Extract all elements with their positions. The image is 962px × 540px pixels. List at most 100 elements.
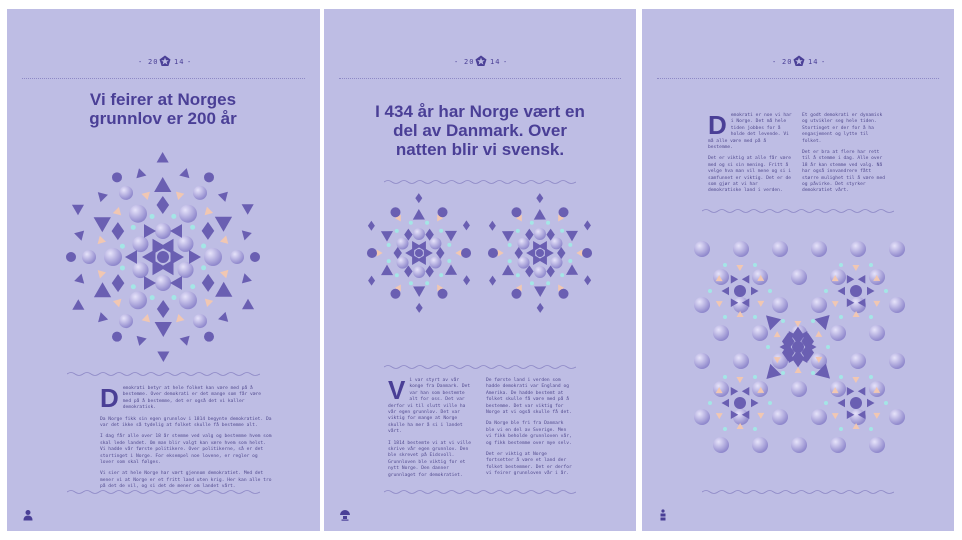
triangle-shape — [730, 410, 739, 419]
dot-shape — [529, 281, 534, 286]
sphere-shape — [132, 262, 149, 279]
drop-cap: V — [388, 375, 406, 405]
triangle-shape — [736, 377, 744, 383]
triangle-shape — [125, 250, 137, 264]
triangle-shape — [751, 398, 759, 408]
dot-shape — [515, 228, 520, 233]
triangle-shape — [381, 264, 394, 276]
triangle-shape — [533, 254, 543, 265]
triangle-shape — [741, 298, 750, 307]
sphere-shape — [694, 241, 710, 257]
sphere-shape — [830, 325, 846, 341]
triangle-shape — [837, 286, 845, 296]
dot-shape — [507, 242, 512, 247]
triangle-shape — [413, 286, 426, 297]
triangle-shape — [757, 274, 765, 281]
diamond-shape — [425, 265, 434, 278]
paragraph: Det er viktig at Norge fortsetter å være… — [486, 452, 572, 477]
dot-shape — [425, 220, 430, 225]
dot-shape — [869, 263, 873, 268]
dot-shape — [723, 375, 727, 380]
dot-shape — [149, 295, 155, 301]
triangle-shape — [71, 204, 84, 216]
sphere-shape — [119, 314, 133, 329]
triangle-shape — [857, 410, 866, 419]
triangle-shape — [741, 275, 750, 284]
triangle-shape — [857, 298, 866, 307]
paragraph: Det er bra at flere har rett til å stemm… — [802, 150, 885, 194]
triangle-shape — [175, 191, 185, 200]
diamond-shape — [489, 275, 497, 286]
diamond-shape — [791, 326, 805, 345]
triangle-shape — [515, 214, 522, 222]
triangle-shape — [97, 235, 106, 245]
diamond-shape — [782, 343, 795, 362]
dot-shape — [386, 242, 391, 247]
dot-shape — [753, 375, 757, 380]
dot-shape — [558, 207, 569, 218]
sphere-shape — [889, 353, 905, 369]
triangle-shape — [837, 398, 845, 408]
sphere-shape — [772, 409, 788, 425]
triangle-shape — [815, 356, 823, 363]
sphere-shape — [850, 241, 866, 257]
triangle-shape — [852, 265, 860, 271]
triangle-shape — [558, 214, 565, 222]
dot-shape — [157, 251, 169, 263]
triangle-shape — [437, 214, 444, 222]
dot-shape — [869, 314, 873, 319]
sphere-shape — [129, 291, 147, 310]
dot-shape — [425, 281, 430, 286]
diamond-shape — [525, 265, 534, 278]
sphere-shape — [517, 256, 530, 269]
triangle-shape — [773, 331, 781, 338]
triangle-shape — [757, 412, 765, 419]
wave-divider — [67, 372, 260, 376]
drop-cap: D — [100, 383, 119, 413]
sphere-shape — [396, 237, 409, 250]
diamond-shape — [404, 228, 413, 241]
diamond-shape — [404, 265, 413, 278]
triangle-shape — [846, 410, 855, 419]
triangle-shape — [873, 412, 881, 419]
dot-shape — [824, 401, 828, 405]
triangle-shape — [423, 247, 433, 259]
year-right: 14 — [808, 58, 819, 66]
dot-shape — [753, 263, 757, 268]
triangle-shape — [831, 275, 839, 282]
wave-divider — [702, 490, 894, 494]
poster-panel-2: - 20 14 - I 434 år har Norge vært en del… — [324, 9, 636, 531]
sphere-shape — [772, 297, 788, 313]
triangle-shape — [730, 387, 739, 396]
wave-divider — [384, 365, 576, 369]
triangle-shape — [136, 168, 147, 179]
dot-shape — [447, 259, 452, 264]
sphere-shape — [534, 266, 547, 279]
dot-shape — [824, 289, 828, 293]
dot-shape — [386, 259, 391, 264]
sphere-shape — [850, 353, 866, 369]
diamond-shape — [201, 273, 215, 292]
triangle-shape — [757, 386, 765, 393]
triangle-shape — [136, 335, 147, 346]
triangle-shape — [526, 247, 536, 259]
dot-shape — [723, 314, 727, 319]
triangle-shape — [715, 387, 723, 394]
dot-shape — [884, 289, 888, 293]
triangle-shape — [576, 249, 583, 257]
sphere-shape — [830, 437, 846, 453]
triangle-shape — [170, 224, 182, 238]
triangle-shape — [831, 301, 839, 308]
divider — [22, 78, 305, 79]
triangle-shape — [814, 363, 830, 379]
sphere-shape — [752, 437, 768, 453]
diamond-shape — [425, 228, 434, 241]
triangle-shape — [751, 286, 759, 296]
ornament-svg — [66, 152, 260, 362]
diamond-shape — [415, 302, 423, 313]
triangle-shape — [176, 314, 185, 323]
dot-shape — [781, 319, 785, 324]
triangle-shape — [97, 270, 106, 279]
dot-shape — [201, 243, 207, 249]
sphere-shape — [889, 241, 905, 257]
